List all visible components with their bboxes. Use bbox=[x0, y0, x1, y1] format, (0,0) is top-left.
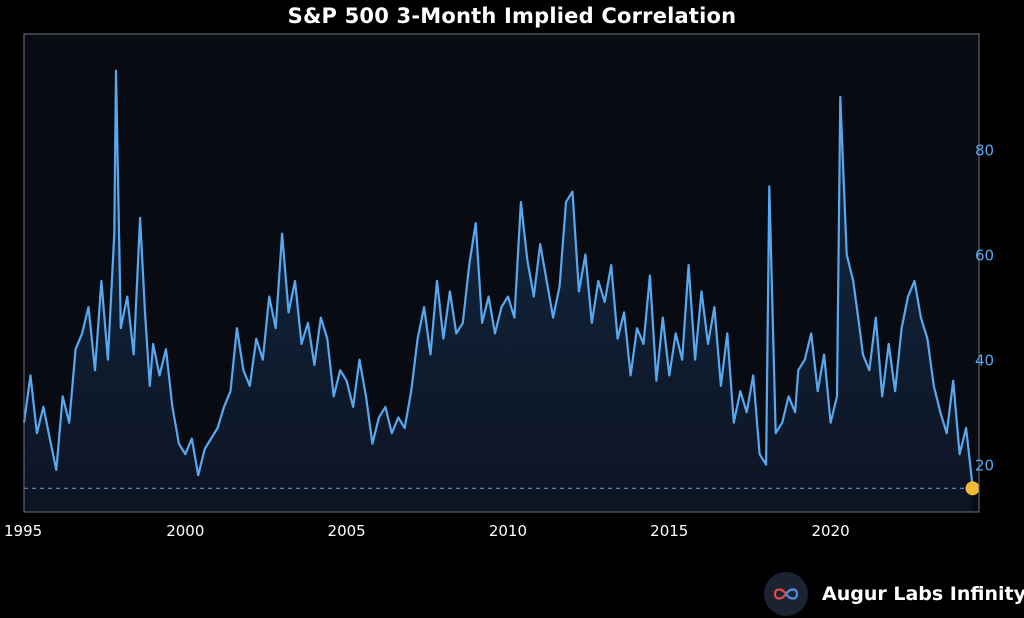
series-line bbox=[22, 69, 974, 486]
y-tick-label: 20 bbox=[975, 457, 994, 475]
y-tick-label: 60 bbox=[975, 247, 994, 265]
y-tick-label: 40 bbox=[975, 352, 994, 370]
x-tick-label: 1995 bbox=[4, 522, 42, 540]
last-point-marker bbox=[965, 481, 980, 496]
x-tick-label: 2020 bbox=[811, 522, 849, 540]
x-tick-label: 2005 bbox=[328, 522, 366, 540]
series-area bbox=[24, 70, 973, 513]
infinity-icon bbox=[764, 572, 808, 616]
chart-title: S&P 500 3-Month Implied Correlation bbox=[287, 4, 737, 28]
brand: Augur Labs Infinity bbox=[764, 572, 1024, 616]
brand-name: Augur Labs Infinity bbox=[822, 583, 1024, 605]
x-tick-label: 2000 bbox=[166, 522, 204, 540]
x-tick-label: 2015 bbox=[650, 522, 688, 540]
plot-frame bbox=[23, 33, 980, 513]
x-tick-label: 2010 bbox=[489, 522, 527, 540]
y-tick-label: 80 bbox=[975, 142, 994, 160]
